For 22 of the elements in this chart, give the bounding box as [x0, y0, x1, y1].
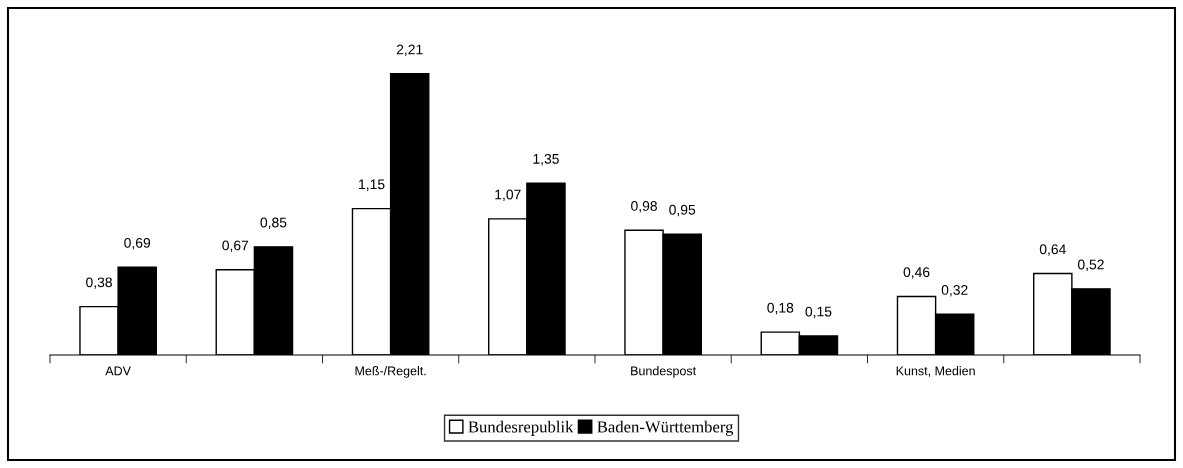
- data-label: 0,67: [222, 240, 249, 252]
- data-label: 0,38: [86, 277, 112, 289]
- data-label: 2,21: [396, 44, 423, 56]
- data-label: 0,52: [1077, 259, 1104, 272]
- data-label: 0,18: [767, 302, 794, 315]
- data-label: 0,85: [260, 217, 287, 230]
- x-tick-label: ADV: [105, 366, 131, 376]
- data-label: 1,07: [495, 189, 521, 202]
- data-label: 0,95: [669, 204, 696, 217]
- legend-label: Bundesrepublik: [468, 420, 574, 436]
- x-tick-label: Kunst, Medien: [896, 366, 975, 377]
- legend-label: Baden-Württemberg: [597, 420, 734, 436]
- data-label: 1,15: [359, 179, 385, 191]
- data-label: 0,15: [805, 306, 832, 319]
- data-label: 1,35: [533, 153, 559, 166]
- data-label: 0,64: [1039, 244, 1066, 256]
- data-label: 0,69: [124, 237, 151, 250]
- x-tick-label: Meß-/Regelt.: [355, 366, 426, 378]
- data-label: 0,98: [631, 201, 657, 213]
- data-label: 0,32: [941, 285, 968, 297]
- x-tick-label: Bundespost: [631, 366, 697, 378]
- data-label: 0,46: [903, 267, 930, 279]
